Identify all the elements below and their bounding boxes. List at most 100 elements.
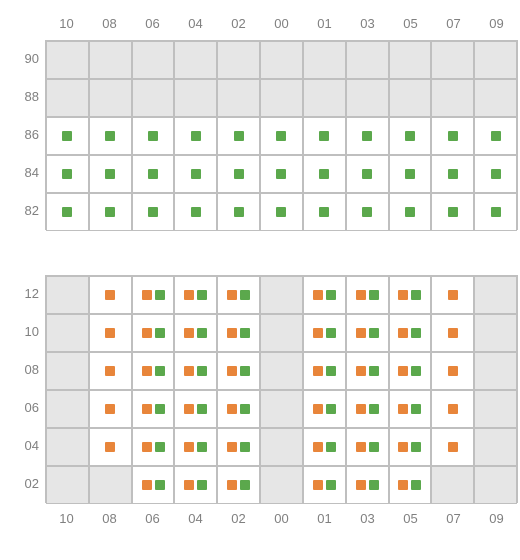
cell-markers xyxy=(90,391,131,427)
cell-markers xyxy=(133,429,174,465)
cell-markers xyxy=(175,194,216,230)
marker-orange xyxy=(398,442,408,452)
grid-cell xyxy=(89,314,132,352)
marker-orange xyxy=(448,366,458,376)
grid-cell xyxy=(174,390,217,428)
cell-markers xyxy=(218,467,259,503)
row-label-left: 82 xyxy=(15,203,39,218)
grid-cell xyxy=(174,314,217,352)
grid-cell xyxy=(132,155,175,193)
marker-green xyxy=(491,169,501,179)
grid-row xyxy=(46,41,517,79)
marker-orange xyxy=(184,290,194,300)
grid-cell xyxy=(389,352,432,390)
grid-cell xyxy=(303,466,346,504)
grid-cell xyxy=(89,155,132,193)
grid-cell xyxy=(260,428,303,466)
cell-markers xyxy=(432,118,473,154)
marker-green xyxy=(276,207,286,217)
grid-cell xyxy=(346,466,389,504)
grid-row xyxy=(46,352,517,390)
marker-orange xyxy=(398,328,408,338)
bottom-panel xyxy=(45,275,518,503)
marker-green xyxy=(240,442,250,452)
cell-markers xyxy=(304,353,345,389)
grid-row xyxy=(46,79,517,117)
marker-green xyxy=(369,480,379,490)
grid-cell xyxy=(431,193,474,231)
col-label: 03 xyxy=(346,16,389,31)
marker-orange xyxy=(184,480,194,490)
marker-green xyxy=(491,207,501,217)
grid-cell xyxy=(217,117,260,155)
grid-cell xyxy=(474,155,517,193)
col-label: 00 xyxy=(260,511,303,526)
cell-markers xyxy=(175,156,216,192)
grid-cell xyxy=(431,352,474,390)
marker-green xyxy=(326,328,336,338)
grid-cell xyxy=(431,79,474,117)
marker-green xyxy=(240,290,250,300)
grid-cell xyxy=(217,276,260,314)
grid-cell xyxy=(89,193,132,231)
marker-orange xyxy=(184,442,194,452)
col-label: 09 xyxy=(475,511,518,526)
marker-orange xyxy=(184,328,194,338)
col-label: 06 xyxy=(131,16,174,31)
grid-cell xyxy=(474,314,517,352)
marker-orange xyxy=(142,480,152,490)
grid-cell xyxy=(389,41,432,79)
grid-row xyxy=(46,155,517,193)
marker-orange xyxy=(105,366,115,376)
cell-markers xyxy=(347,277,388,313)
row-label-left: 90 xyxy=(15,51,39,66)
marker-orange xyxy=(313,404,323,414)
cell-markers xyxy=(390,353,431,389)
cell-markers xyxy=(390,194,431,230)
marker-orange xyxy=(142,442,152,452)
grid-cell xyxy=(389,155,432,193)
cell-markers xyxy=(390,156,431,192)
cell-markers xyxy=(175,353,216,389)
grid-cell xyxy=(260,390,303,428)
marker-green xyxy=(405,207,415,217)
marker-green xyxy=(369,404,379,414)
cell-markers xyxy=(218,118,259,154)
grid-cell xyxy=(132,276,175,314)
cell-markers xyxy=(304,194,345,230)
marker-green xyxy=(411,404,421,414)
marker-orange xyxy=(356,328,366,338)
row-label-left: 86 xyxy=(15,127,39,142)
marker-green xyxy=(411,442,421,452)
cell-markers xyxy=(390,391,431,427)
marker-green xyxy=(155,290,165,300)
marker-orange xyxy=(398,404,408,414)
grid-cell xyxy=(389,314,432,352)
cell-markers xyxy=(133,156,174,192)
marker-green xyxy=(197,328,207,338)
row-label-left: 02 xyxy=(15,476,39,491)
marker-orange xyxy=(356,442,366,452)
grid-cell xyxy=(174,155,217,193)
marker-orange xyxy=(313,328,323,338)
grid-cell xyxy=(217,193,260,231)
marker-green xyxy=(105,131,115,141)
cell-markers xyxy=(218,315,259,351)
marker-green xyxy=(405,131,415,141)
cell-markers xyxy=(133,277,174,313)
marker-green xyxy=(448,131,458,141)
marker-orange xyxy=(105,442,115,452)
row-label-left: 12 xyxy=(15,286,39,301)
marker-orange xyxy=(398,366,408,376)
marker-orange xyxy=(227,442,237,452)
row-label-left: 10 xyxy=(15,324,39,339)
grid-cell xyxy=(132,41,175,79)
grid-cell xyxy=(260,155,303,193)
cell-markers xyxy=(304,277,345,313)
marker-green xyxy=(62,169,72,179)
marker-orange xyxy=(398,480,408,490)
marker-green xyxy=(191,131,201,141)
marker-green xyxy=(148,131,158,141)
cell-markers xyxy=(390,315,431,351)
grid-cell xyxy=(431,466,474,504)
